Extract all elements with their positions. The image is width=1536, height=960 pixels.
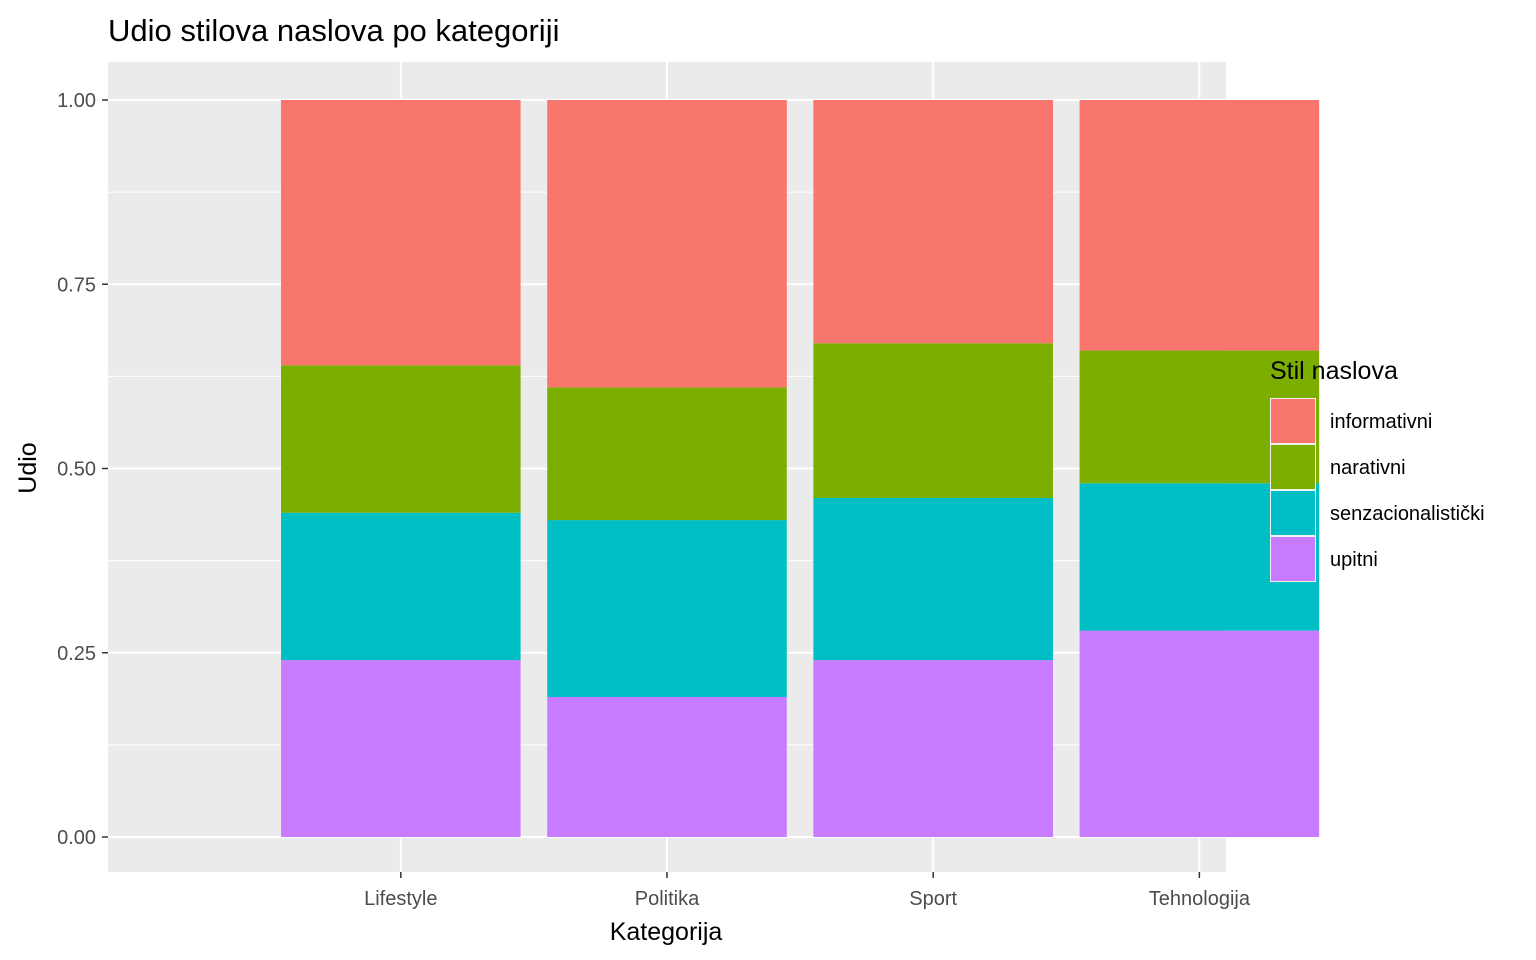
legend-key-upitni bbox=[1271, 537, 1315, 581]
legend-label: upitni bbox=[1330, 549, 1378, 571]
y-tick-label: 0.75 bbox=[57, 274, 96, 296]
legend-items: informativni narativni senzacionalistički u… bbox=[1270, 398, 1485, 582]
y-tick-label: 0.25 bbox=[57, 643, 96, 665]
y-axis: 0.00 0.25 0.50 0.75 1.00 bbox=[57, 90, 108, 849]
bar-segment-sport-senzacionalistički bbox=[813, 497, 1053, 661]
legend-key-senzacionalistički bbox=[1271, 491, 1315, 535]
legend-key-narativni bbox=[1271, 445, 1315, 489]
plot-panel bbox=[108, 62, 1320, 872]
bar-segment-sport-informativni bbox=[813, 100, 1053, 344]
legend-key-informativni bbox=[1271, 399, 1315, 443]
x-tick-label: Sport bbox=[909, 888, 957, 910]
bar-segment-tehnologija-upitni bbox=[1079, 630, 1320, 837]
y-tick-label: 0.00 bbox=[57, 827, 96, 849]
legend-label: senzacionalistički bbox=[1330, 503, 1485, 525]
bar-segment-tehnologija-informativni bbox=[1079, 100, 1320, 351]
legend-title: Stil naslova bbox=[1270, 357, 1398, 385]
y-tick-label: 0.50 bbox=[57, 459, 96, 481]
bar-segment-politika-informativni bbox=[547, 100, 787, 388]
bar-segment-lifestyle-narativni bbox=[281, 365, 521, 513]
legend-label: narativni bbox=[1330, 457, 1406, 479]
bar-segment-lifestyle-upitni bbox=[281, 660, 521, 837]
y-axis-title: Udio bbox=[14, 442, 42, 493]
chart-title: Udio stilova naslova po kategoriji bbox=[108, 13, 559, 48]
bar-segment-sport-upitni bbox=[813, 660, 1053, 837]
bar-segment-lifestyle-senzacionalistički bbox=[281, 512, 521, 661]
x-tick-label: Politika bbox=[635, 888, 700, 910]
x-axis-title: Kategorija bbox=[610, 918, 723, 946]
x-tick-label: Lifestyle bbox=[364, 888, 437, 910]
x-tick-label: Tehnologija bbox=[1149, 888, 1251, 910]
y-tick-label: 1.00 bbox=[57, 90, 96, 112]
x-axis: Lifestyle Politika Sport Tehnologija bbox=[364, 872, 1251, 910]
bar-segment-sport-narativni bbox=[813, 343, 1053, 498]
bar-segment-politika-senzacionalistički bbox=[547, 520, 787, 697]
bar-segment-lifestyle-informativni bbox=[281, 100, 521, 366]
legend: Stil naslova informativni narativni senzac… bbox=[1270, 357, 1485, 582]
bar-segment-politika-upitni bbox=[547, 696, 787, 837]
bar-segment-politika-narativni bbox=[547, 387, 787, 521]
legend-label: informativni bbox=[1330, 411, 1432, 433]
